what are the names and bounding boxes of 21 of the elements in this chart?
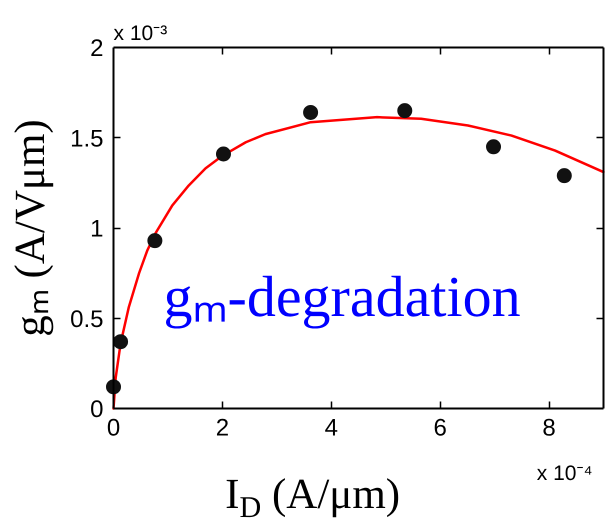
y-tick-label: 0: [90, 396, 104, 423]
x-tick-label: 0: [106, 414, 120, 442]
point: [303, 104, 318, 120]
y-tick-label: 1.5: [70, 125, 104, 152]
y-tick-label: 1: [90, 216, 104, 242]
x-tick-label: 2: [216, 414, 230, 442]
text: x 10⁻³: [114, 22, 168, 46]
point: [113, 334, 128, 350]
x-tick-label: 4: [324, 414, 338, 442]
point: [556, 168, 572, 184]
point: [147, 233, 162, 248]
point: [216, 146, 231, 162]
y-axis-title: gₘ (A/Vμm): [6, 119, 54, 337]
text: x 10⁻⁴: [536, 462, 592, 486]
point: [397, 103, 412, 118]
y-tick-label: 2: [90, 35, 104, 62]
annotation: gₘ-degradation: [164, 264, 521, 329]
x-tick-label: 6: [433, 414, 447, 442]
y-tick-label: 0.5: [70, 306, 104, 333]
point: [486, 139, 502, 154]
x-tick-label: 8: [542, 414, 556, 442]
